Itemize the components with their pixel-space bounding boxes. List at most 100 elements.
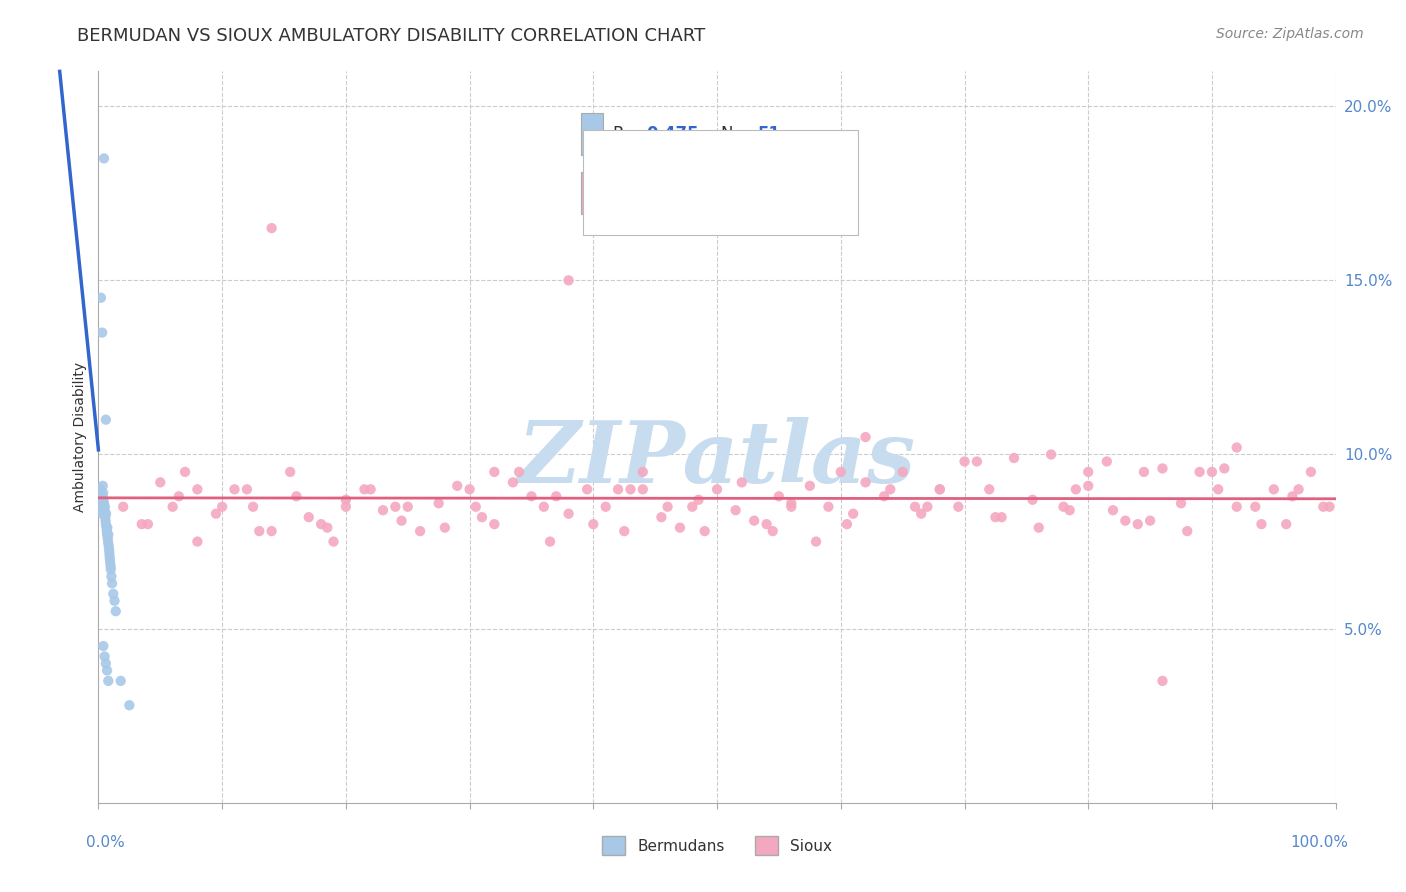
Point [1201, 465, 1223, 479]
Point [928, 483, 950, 497]
Point [94, 510, 117, 524]
Point [780, 500, 803, 514]
Point [94, 412, 117, 426]
Text: BERMUDAN VS SIOUX AMBULATORY DISABILITY CORRELATION CHART: BERMUDAN VS SIOUX AMBULATORY DISABILITY … [77, 27, 706, 45]
Point [1064, 483, 1087, 497]
Text: R =: R = [613, 185, 650, 202]
Text: 129: 129 [758, 185, 793, 202]
Point [94, 500, 117, 514]
Point [211, 500, 233, 514]
Y-axis label: Ambulatory Disability: Ambulatory Disability [73, 362, 87, 512]
Point [247, 524, 270, 538]
Point [91, 485, 114, 500]
Point [97, 538, 120, 552]
Text: ZIPatlas: ZIPatlas [517, 417, 917, 500]
Point [260, 524, 283, 538]
Point [768, 489, 790, 503]
Point [98, 549, 121, 563]
Point [89, 483, 111, 497]
Point [93, 492, 115, 507]
FancyBboxPatch shape [581, 172, 603, 214]
Point [1275, 517, 1298, 532]
Point [1263, 483, 1285, 497]
Point [1059, 503, 1081, 517]
Point [90, 496, 112, 510]
Point [1028, 521, 1050, 535]
Text: 0.0%: 0.0% [86, 835, 125, 850]
Point [1077, 479, 1099, 493]
Point [508, 465, 530, 479]
Point [557, 273, 579, 287]
Point [260, 221, 283, 235]
Point [1021, 492, 1043, 507]
Point [353, 483, 375, 497]
Point [131, 517, 153, 532]
Point [96, 524, 118, 538]
Point [110, 673, 132, 688]
Point [104, 604, 127, 618]
Point [1102, 503, 1125, 517]
Point [384, 500, 406, 514]
Point [910, 507, 932, 521]
Point [464, 500, 486, 514]
Point [100, 558, 122, 573]
Point [1281, 489, 1303, 503]
Point [335, 492, 357, 507]
Point [97, 527, 120, 541]
Point [335, 500, 357, 514]
Point [1040, 448, 1063, 462]
Point [681, 500, 703, 514]
Point [236, 483, 259, 497]
Point [724, 503, 747, 517]
Point [93, 639, 115, 653]
Point [1250, 517, 1272, 532]
Point [1077, 465, 1099, 479]
Point [97, 673, 120, 688]
Point [873, 489, 896, 503]
Point [546, 489, 568, 503]
Point [96, 664, 118, 678]
Point [186, 534, 208, 549]
Point [391, 514, 413, 528]
Point [90, 492, 112, 507]
Text: R =: R = [613, 125, 650, 143]
Point [98, 545, 121, 559]
Point [103, 587, 125, 601]
Text: 100.0%: 100.0% [1291, 835, 1348, 850]
Point [90, 291, 112, 305]
Point [917, 500, 939, 514]
Point [742, 514, 765, 528]
Point [904, 500, 927, 514]
Point [91, 489, 114, 503]
Point [309, 517, 332, 532]
Point [427, 496, 450, 510]
Point [502, 475, 524, 490]
Point [1002, 450, 1025, 465]
Point [1288, 483, 1310, 497]
Point [205, 507, 228, 521]
Point [484, 517, 506, 532]
Point [731, 475, 754, 490]
Point [953, 454, 976, 468]
Point [1126, 517, 1149, 532]
Point [458, 483, 481, 497]
Text: 51: 51 [758, 125, 780, 143]
Point [984, 510, 1007, 524]
Point [322, 534, 344, 549]
Point [538, 534, 561, 549]
Point [835, 517, 858, 532]
Point [1139, 514, 1161, 528]
Point [657, 500, 679, 514]
Point [755, 517, 778, 532]
Point [409, 524, 432, 538]
Point [90, 489, 112, 503]
Point [879, 483, 901, 497]
Point [855, 475, 877, 490]
Point [224, 483, 246, 497]
Point [167, 489, 190, 503]
Point [186, 483, 208, 497]
Point [93, 152, 115, 166]
Point [484, 465, 506, 479]
Point [1213, 461, 1236, 475]
Point [93, 507, 115, 521]
